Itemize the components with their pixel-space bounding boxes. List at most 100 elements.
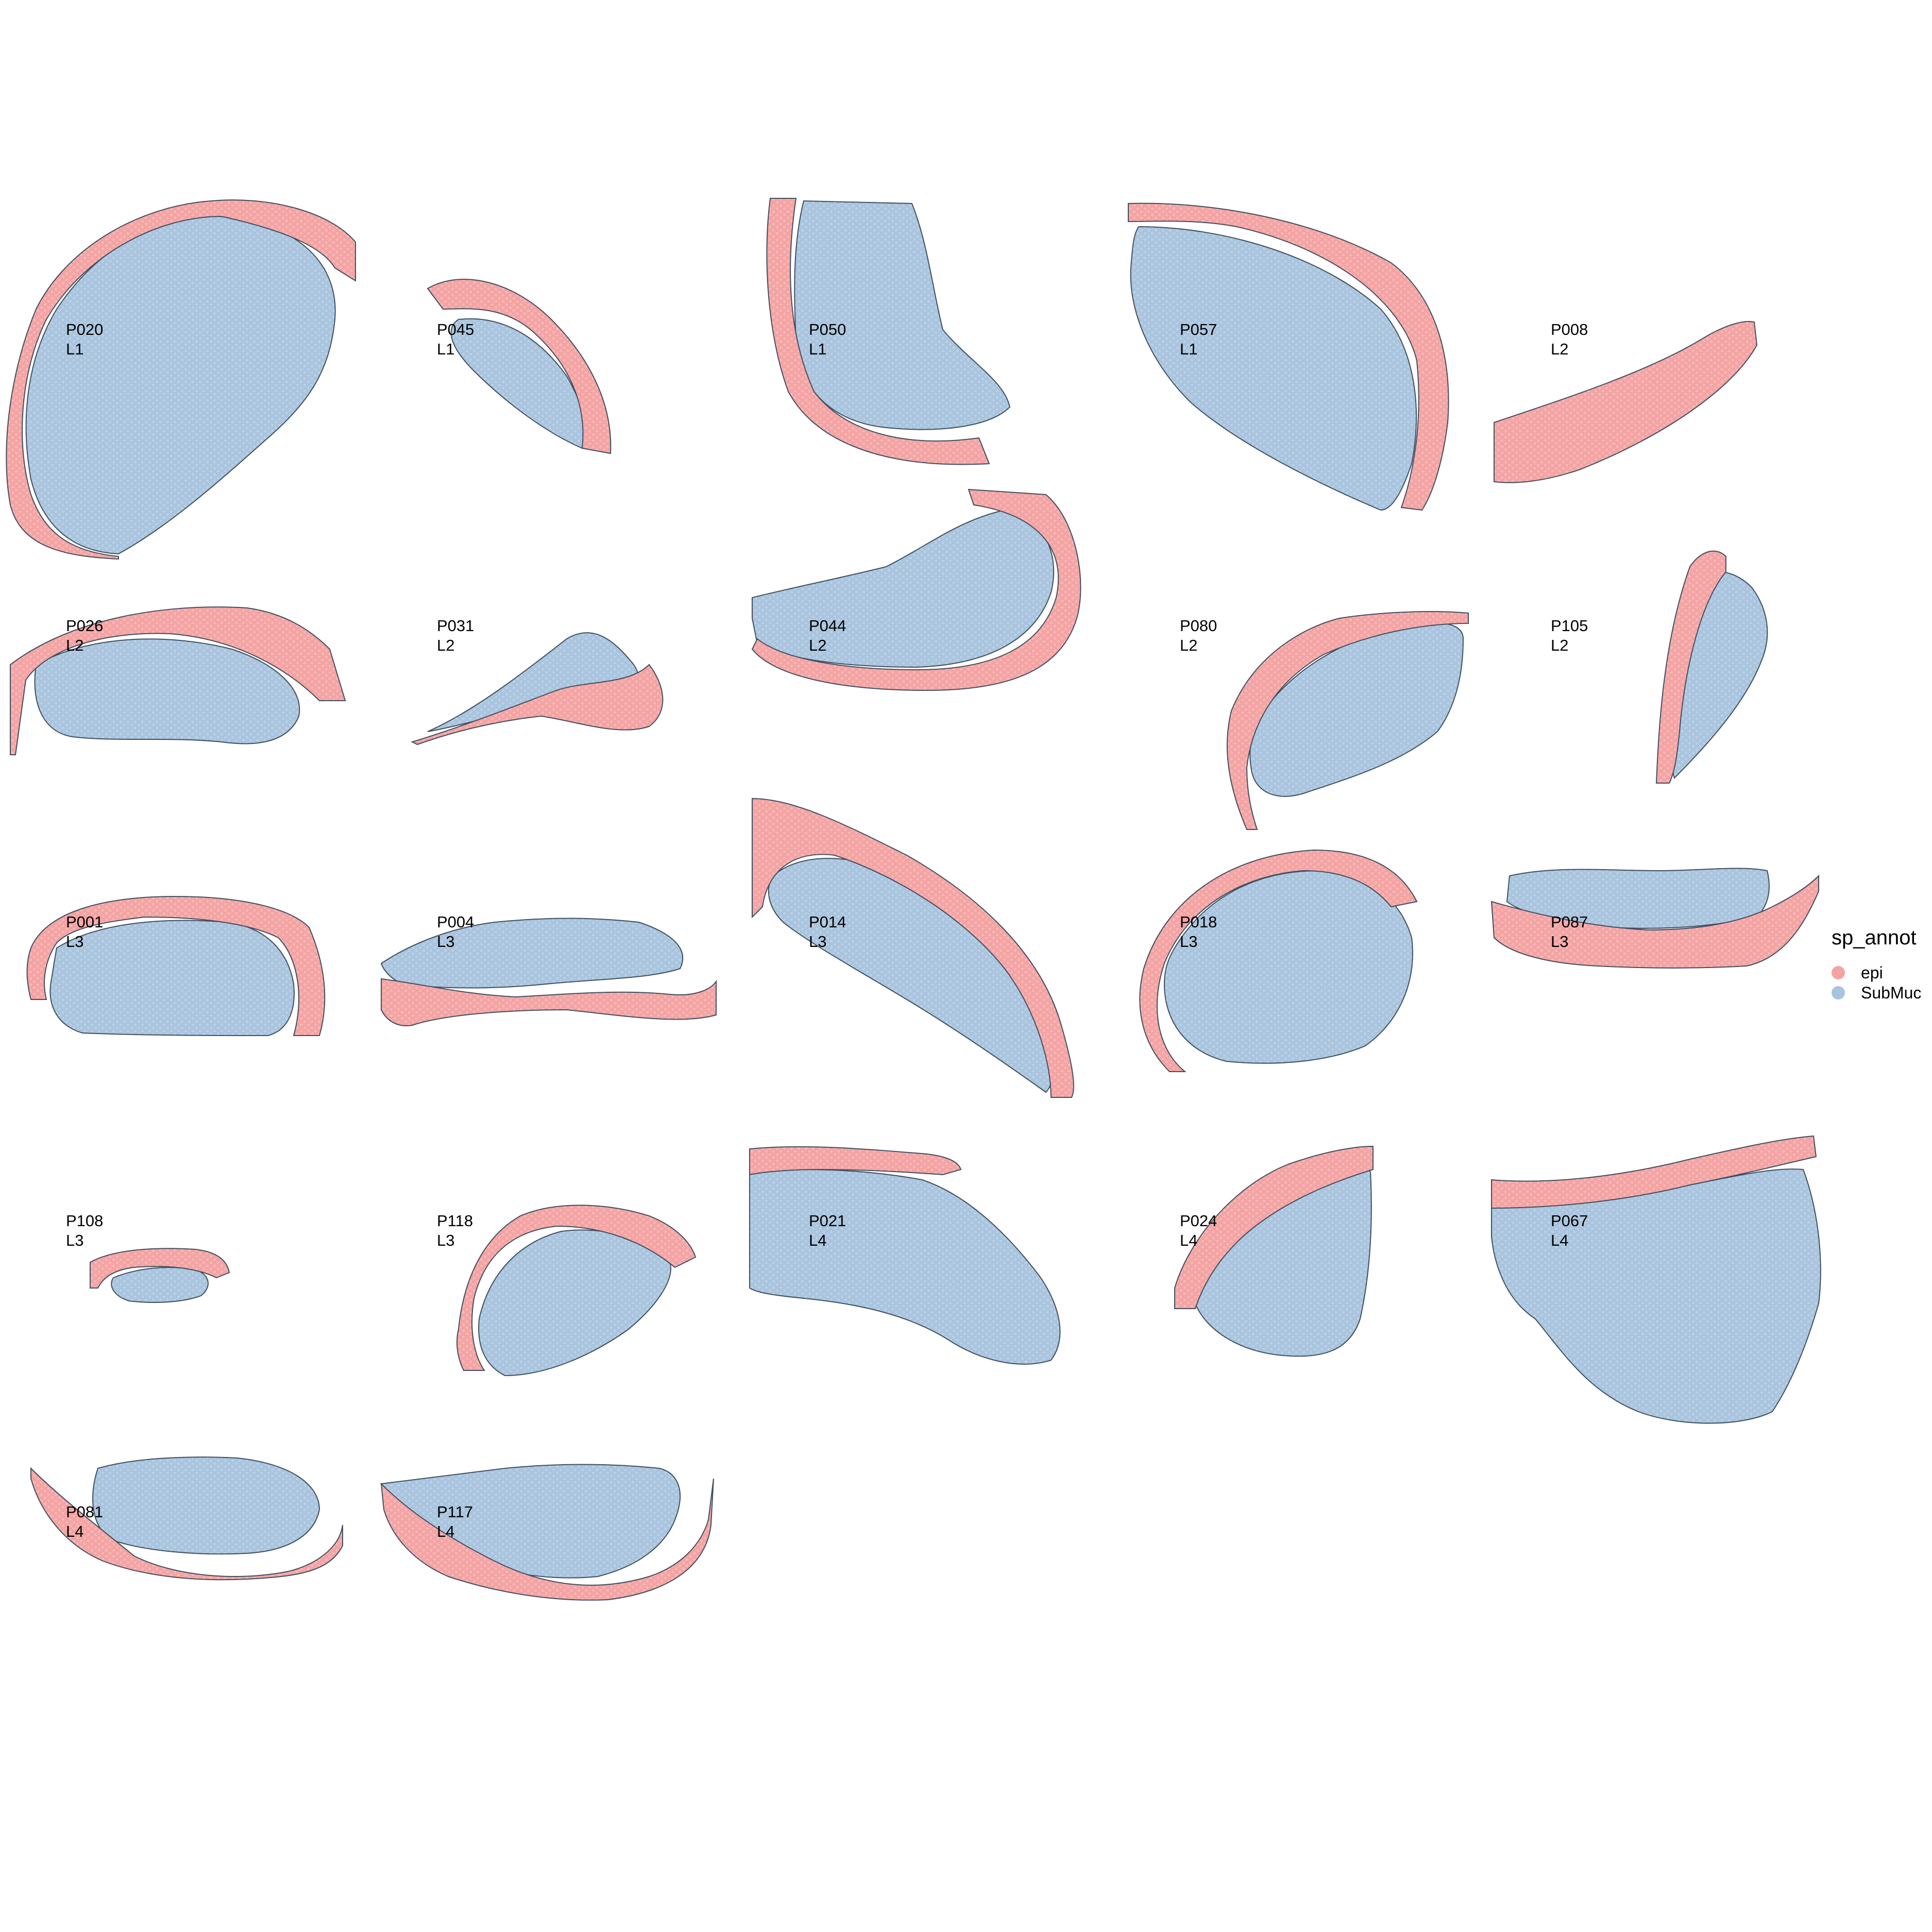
- panel-sample-label: P001: [66, 913, 103, 931]
- panel-level-label: L4: [437, 1522, 454, 1540]
- tissue-epi-region: [1139, 849, 1418, 1072]
- tissue-epi-region: [427, 279, 612, 454]
- panel-level-label: L3: [437, 933, 454, 951]
- tissue-submuc-region: [752, 509, 1055, 668]
- panel-level-label: L4: [66, 1522, 83, 1540]
- tissue-epi-region: [766, 198, 990, 465]
- panel-level-label: L3: [809, 933, 826, 951]
- tissue-epi-region: [752, 798, 1074, 1098]
- tissue-submuc-region: [478, 1229, 671, 1377]
- panel-level-label: L2: [437, 636, 454, 654]
- tissue-epi-region: [411, 664, 664, 745]
- panel-level-label: L2: [1551, 636, 1568, 654]
- tissue-epi-region: [380, 1478, 714, 1601]
- panel-sample-label: P004: [437, 913, 474, 931]
- panel-level-label: L4: [1180, 1231, 1197, 1249]
- panel-sample-label: P117: [437, 1503, 473, 1521]
- tissue-epi-region: [749, 1146, 962, 1176]
- tissue-submuc-region: [749, 1169, 1061, 1365]
- tissue-submuc-region: [34, 638, 300, 744]
- panel-sample-label: P044: [809, 617, 846, 635]
- panel-level-label: L2: [809, 636, 826, 654]
- panel-sample-label: P026: [66, 617, 103, 635]
- panel-level-label: L1: [809, 340, 826, 358]
- panel-level-label: L4: [809, 1231, 826, 1249]
- panel-p004: P004 L3: [380, 913, 717, 1026]
- panel-level-label: L3: [66, 933, 83, 951]
- panels-layer: P020L1P045L1P050L1P057L1P008L2P026L2P031…: [6, 198, 1821, 1601]
- tissue-epi-region: [1490, 874, 1819, 969]
- panel-sample-label: P087: [1551, 913, 1588, 931]
- panel-sample-label: P031: [437, 617, 474, 635]
- panel-level-label: L3: [1551, 933, 1568, 951]
- panel-sample-label: P021: [809, 1212, 846, 1230]
- legend: sp_annot epi SubMuc: [1832, 926, 1921, 1002]
- tissue-epi-region: [456, 1205, 697, 1371]
- legend-label-epi: epi: [1861, 963, 1883, 982]
- panel-p087: P087 L3: [1490, 868, 1819, 969]
- panel-sample-label: P020: [66, 320, 103, 338]
- tissue-epi-region: [1174, 1145, 1374, 1309]
- panel-sample-label: P108: [66, 1212, 103, 1230]
- panel-sample-label: P014: [809, 913, 846, 931]
- tissue-epi-region: [10, 606, 346, 755]
- panel-sample-label: P118: [437, 1212, 473, 1230]
- tissue-epi-region: [30, 1467, 343, 1581]
- panel-level-label: L3: [1180, 933, 1197, 951]
- tissue-submuc-region: [1130, 226, 1417, 511]
- panel-p008: P008 L2: [1494, 320, 1758, 483]
- panel-p050: P050 L1: [766, 198, 1011, 465]
- panel-level-label: L2: [1551, 340, 1568, 358]
- legend-key-epi: [1832, 966, 1845, 979]
- tissue-epi-region: [381, 978, 717, 1026]
- tissue-epi-region: [26, 895, 326, 1036]
- panel-sample-label: P067: [1551, 1212, 1588, 1230]
- panel-sample-label: P081: [66, 1503, 103, 1521]
- tissue-epi-region: [1227, 611, 1469, 830]
- tissue-submuc-region: [1163, 870, 1413, 1064]
- tissue-submuc-region: [380, 918, 684, 989]
- tissue-epi-region: [751, 488, 1081, 691]
- panel-level-label: L1: [66, 340, 83, 358]
- panel-level-label: L3: [437, 1231, 454, 1249]
- panel-sample-label: P045: [437, 320, 474, 338]
- panel-sample-label: P105: [1551, 617, 1588, 635]
- tissue-epi-region: [1491, 1135, 1817, 1209]
- panel-sample-label: P080: [1180, 617, 1217, 635]
- panel-sample-label: P018: [1180, 913, 1217, 931]
- panel-level-label: L1: [437, 340, 454, 358]
- panel-level-label: L3: [66, 1231, 83, 1249]
- panel-level-label: L2: [1180, 636, 1197, 654]
- panel-sample-label: P057: [1180, 320, 1217, 338]
- tissue-epi-region: [1128, 202, 1449, 511]
- tissue-epi-region: [1494, 321, 1758, 483]
- tissue-submuc-region: [25, 215, 336, 555]
- tissue-submuc-region: [794, 200, 1011, 430]
- panel-p020: P020 L1: [6, 199, 356, 560]
- legend-key-submuc: [1832, 986, 1845, 999]
- tissue-submuc-region: [111, 1267, 209, 1303]
- panel-p018: P018 L3: [1139, 849, 1418, 1072]
- tissue-epi-region: [6, 199, 356, 560]
- legend-label-submuc: SubMuc: [1861, 984, 1921, 1002]
- panel-sample-label: P024: [1180, 1212, 1217, 1230]
- panel-p057: P057 L1: [1128, 202, 1449, 511]
- panel-p001: P001 L3: [26, 895, 326, 1037]
- tissue-submuc-region: [49, 920, 295, 1037]
- panel-p045: P045 L1: [427, 279, 612, 454]
- panel-p014: P014 L3: [752, 798, 1074, 1098]
- panel-sample-label: P008: [1551, 320, 1588, 338]
- panel-sample-label: P050: [809, 320, 846, 338]
- legend-title: sp_annot: [1832, 926, 1917, 949]
